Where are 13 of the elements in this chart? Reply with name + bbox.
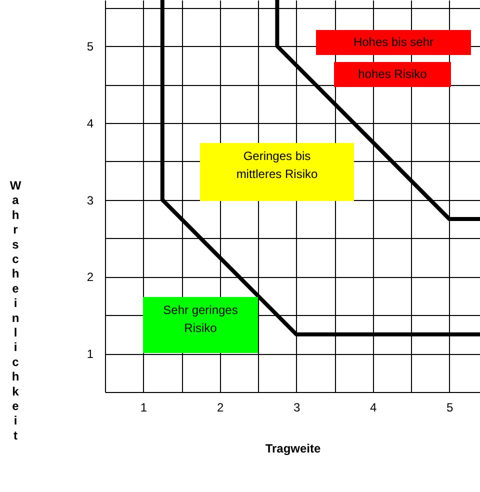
y-tick-label: 1: [86, 347, 94, 362]
x-axis-title: Tragweite: [265, 442, 321, 456]
x-tick-label: 5: [446, 400, 454, 414]
y-tick-label: 5: [86, 40, 94, 54]
x-tick-label: 4: [370, 400, 378, 414]
text: Hohes bis sehr hohes Risiko: [353, 35, 434, 81]
y-tick-label: 2: [86, 270, 94, 284]
x-tick-label: 3: [293, 400, 300, 414]
y-tick-label: 4: [86, 116, 94, 130]
x-tick-label: 2: [216, 400, 224, 414]
y-tick-label: 3: [86, 193, 94, 208]
text: Wahrscheinlichkeit: [10, 178, 22, 442]
x-tick-label: 1: [140, 400, 148, 414]
